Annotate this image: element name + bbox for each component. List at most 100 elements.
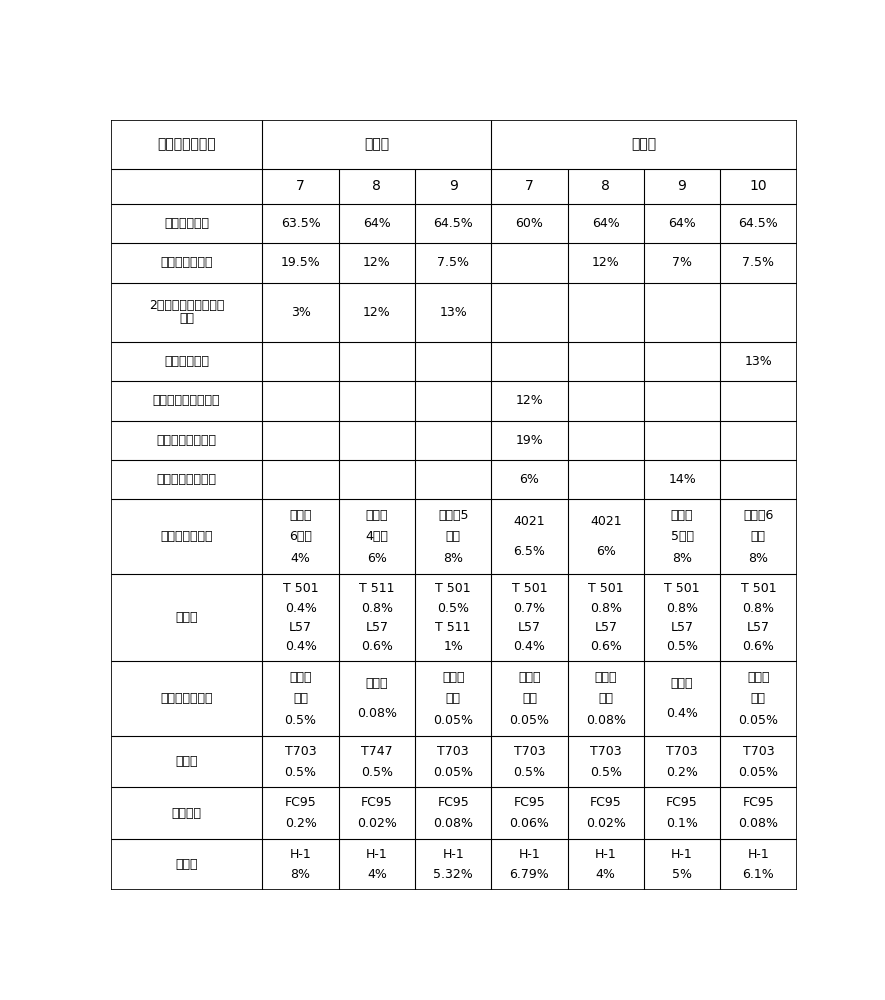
Text: 二苯基丁基磷酸酯: 二苯基丁基磷酸酯: [157, 473, 217, 486]
Text: 19.5%: 19.5%: [281, 256, 320, 269]
Text: 8: 8: [373, 179, 381, 193]
Text: FC95: FC95: [590, 796, 621, 809]
Text: T747: T747: [361, 745, 393, 758]
Text: 64%: 64%: [668, 217, 696, 230]
Text: 4产物: 4产物: [366, 530, 389, 543]
Text: 三苯基磷酸酯: 三苯基磷酸酯: [164, 355, 209, 368]
Text: 0.5%: 0.5%: [361, 766, 393, 779]
Text: L57: L57: [366, 621, 389, 634]
Text: T 501: T 501: [283, 582, 319, 595]
Text: 0.5%: 0.5%: [285, 714, 317, 727]
Text: 19%: 19%: [516, 434, 543, 447]
Text: T 501: T 501: [435, 582, 471, 595]
Text: H-1: H-1: [595, 848, 617, 861]
Text: 0.05%: 0.05%: [738, 714, 778, 727]
Text: 4%: 4%: [290, 552, 311, 565]
Text: 0.08%: 0.08%: [357, 707, 396, 720]
Text: 0.7%: 0.7%: [513, 602, 545, 615]
Text: 抗氧剂: 抗氧剂: [175, 611, 197, 624]
Text: 0.4%: 0.4%: [285, 602, 317, 615]
Text: FC95: FC95: [437, 796, 469, 809]
Text: 12%: 12%: [363, 256, 391, 269]
Text: 实施例5: 实施例5: [438, 509, 468, 522]
Text: 7: 7: [296, 179, 305, 193]
Text: 金属腐蚀抑制剂: 金属腐蚀抑制剂: [160, 692, 212, 705]
Text: H-1: H-1: [366, 848, 388, 861]
Text: 6%: 6%: [519, 473, 539, 486]
Text: 氮唑: 氮唑: [446, 692, 461, 705]
Text: 比较例: 比较例: [671, 509, 693, 522]
Text: 抗侵蚀剂: 抗侵蚀剂: [172, 807, 202, 820]
Text: 0.8%: 0.8%: [589, 602, 622, 615]
Text: 二丁基苯基磷酸酯: 二丁基苯基磷酸酯: [157, 434, 217, 447]
Text: T 501: T 501: [588, 582, 624, 595]
Text: 8%: 8%: [443, 552, 463, 565]
Text: 0.6%: 0.6%: [743, 640, 774, 653]
Text: 0.05%: 0.05%: [510, 714, 550, 727]
Text: 13%: 13%: [744, 355, 773, 368]
Text: 粘度指数改进剂: 粘度指数改进剂: [160, 530, 212, 543]
Text: 8%: 8%: [672, 552, 692, 565]
Text: T703: T703: [437, 745, 469, 758]
Text: 6%: 6%: [367, 552, 387, 565]
Text: 比较例6: 比较例6: [743, 509, 773, 522]
Text: 12%: 12%: [592, 256, 620, 269]
Text: 0.6%: 0.6%: [361, 640, 393, 653]
Text: 5.32%: 5.32%: [434, 868, 473, 881]
Text: 9: 9: [449, 179, 458, 193]
Text: 氮唑: 氮唑: [522, 692, 537, 705]
Text: FC95: FC95: [743, 796, 774, 809]
Text: H-1: H-1: [289, 848, 312, 861]
Text: 6产物: 6产物: [289, 530, 312, 543]
Text: T 511: T 511: [359, 582, 395, 595]
Text: 实施例: 实施例: [289, 509, 312, 522]
Text: 3%: 3%: [290, 306, 311, 319]
Text: 噻二唑: 噻二唑: [671, 677, 693, 690]
Text: FC95: FC95: [361, 796, 393, 809]
Text: 0.4%: 0.4%: [513, 640, 545, 653]
Text: 7.5%: 7.5%: [437, 256, 469, 269]
Text: FC95: FC95: [285, 796, 317, 809]
Text: 0.5%: 0.5%: [285, 766, 317, 779]
Text: L57: L57: [594, 621, 617, 634]
Text: T703: T703: [285, 745, 317, 758]
Text: T 501: T 501: [512, 582, 547, 595]
Text: 0.05%: 0.05%: [433, 714, 473, 727]
Text: L57: L57: [518, 621, 541, 634]
Text: T 501: T 501: [741, 582, 776, 595]
Text: 5产物: 5产物: [671, 530, 694, 543]
Text: 64.5%: 64.5%: [434, 217, 473, 230]
Text: T 511: T 511: [435, 621, 471, 634]
Text: 氮唑: 氮唑: [598, 692, 613, 705]
Text: T703: T703: [513, 745, 545, 758]
Text: 63.5%: 63.5%: [281, 217, 320, 230]
Text: L57: L57: [747, 621, 770, 634]
Text: 8: 8: [601, 179, 610, 193]
Text: 5%: 5%: [672, 868, 692, 881]
Text: 0.8%: 0.8%: [666, 602, 698, 615]
Text: H-1: H-1: [519, 848, 541, 861]
Text: 60%: 60%: [516, 217, 543, 230]
Text: FC95: FC95: [513, 796, 545, 809]
Text: 0.1%: 0.1%: [666, 817, 698, 830]
Text: 0.02%: 0.02%: [586, 817, 626, 830]
Text: 苯并三: 苯并三: [595, 671, 617, 684]
Text: 0.5%: 0.5%: [589, 766, 622, 779]
Text: 6%: 6%: [596, 545, 616, 558]
Text: 2－乙基己基二苯基磷: 2－乙基己基二苯基磷: [149, 299, 224, 312]
Text: L57: L57: [289, 621, 312, 634]
Text: T 501: T 501: [665, 582, 700, 595]
Text: 0.08%: 0.08%: [586, 714, 626, 727]
Text: 0.6%: 0.6%: [589, 640, 621, 653]
Text: 4%: 4%: [596, 868, 616, 881]
Text: 三异丁基磷酸酯: 三异丁基磷酸酯: [160, 256, 212, 269]
Text: 比较例: 比较例: [631, 137, 657, 151]
Text: H-1: H-1: [748, 848, 769, 861]
Text: 0.8%: 0.8%: [743, 602, 774, 615]
Text: 苯并三: 苯并三: [519, 671, 541, 684]
Text: 7: 7: [525, 179, 534, 193]
Text: 实施例: 实施例: [365, 137, 389, 151]
Text: 0.8%: 0.8%: [361, 602, 393, 615]
Text: 12%: 12%: [516, 394, 543, 407]
Text: 10: 10: [750, 179, 767, 193]
